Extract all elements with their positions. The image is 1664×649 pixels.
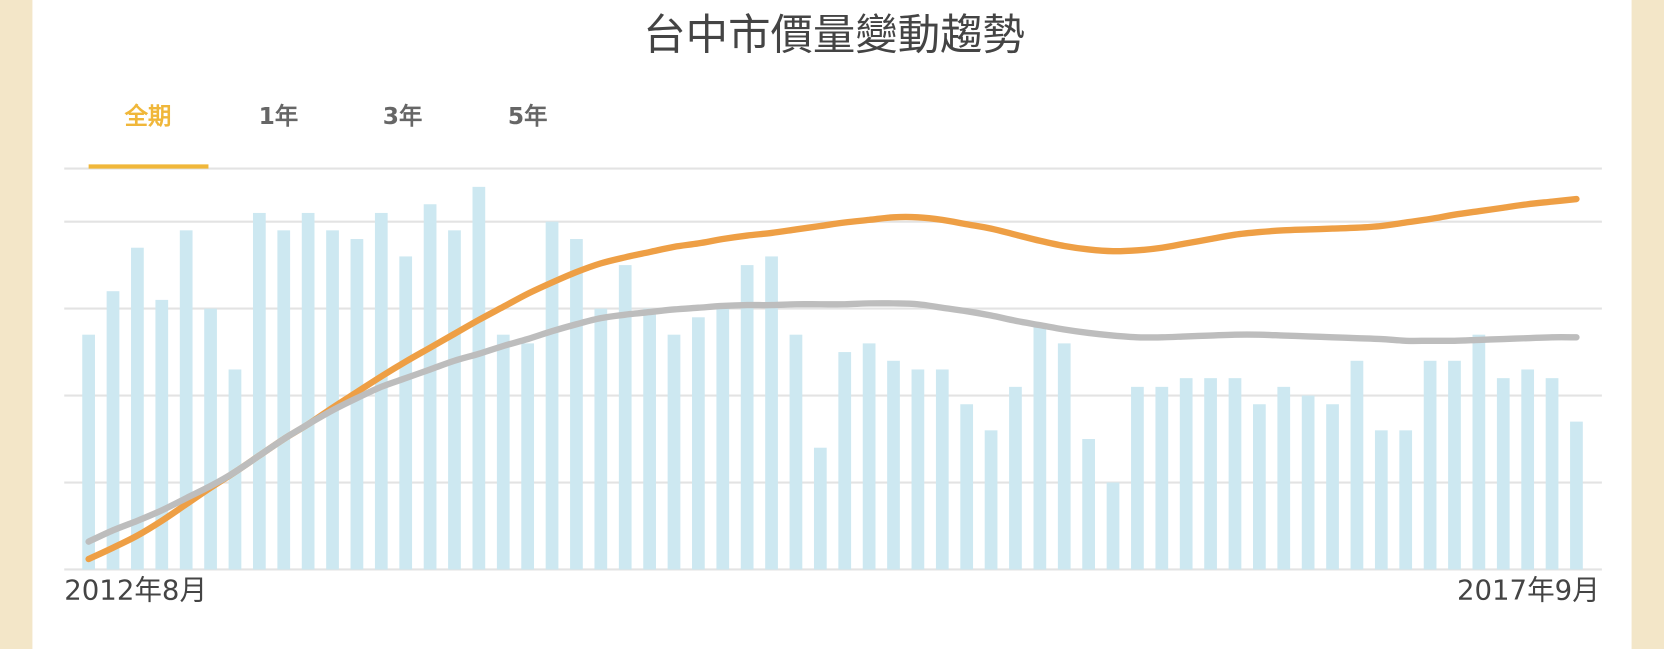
- bar: [350, 239, 364, 570]
- bar: [1277, 386, 1291, 570]
- bar: [935, 369, 949, 570]
- bar: [374, 212, 388, 570]
- bar: [765, 256, 778, 570]
- bar: [1350, 360, 1364, 570]
- bar: [252, 212, 266, 570]
- bar: [716, 308, 730, 570]
- bar: [1496, 378, 1510, 570]
- bar: [1521, 369, 1535, 570]
- bar: [1326, 404, 1339, 570]
- bar: [618, 265, 632, 570]
- bar: [813, 447, 827, 570]
- line: [85, 300, 1580, 545]
- bar: [1228, 378, 1242, 570]
- bar: [1057, 343, 1071, 570]
- tab-bar: 全期 1年 3年 5年: [64, 102, 1602, 170]
- bar: [82, 334, 95, 570]
- bar: [155, 299, 169, 570]
- bar: [594, 308, 608, 570]
- bar: [204, 308, 217, 570]
- bar: [887, 360, 900, 570]
- bar: [1423, 360, 1437, 570]
- bar: [740, 265, 754, 570]
- bar: [692, 317, 705, 570]
- tab[interactable]: 5年: [508, 102, 548, 130]
- tab[interactable]: 1年: [259, 102, 299, 130]
- tab[interactable]: 全期: [124, 102, 172, 130]
- chart-title: 台中市價量變動趨勢: [643, 12, 1025, 61]
- bar: [1448, 360, 1461, 570]
- bar: [911, 369, 925, 570]
- bar: [545, 221, 559, 570]
- bar: [521, 343, 535, 570]
- x-tick-label: 2012年8月: [64, 574, 207, 607]
- tab-indicator: [88, 164, 209, 169]
- bar: [1204, 378, 1217, 570]
- bar: [179, 230, 193, 570]
- bar: [838, 352, 852, 570]
- bar: [423, 204, 437, 570]
- bar: [106, 291, 120, 570]
- bar: [301, 212, 315, 570]
- tab[interactable]: 3年: [383, 102, 423, 130]
- bar: [570, 239, 583, 570]
- bar: [862, 343, 876, 570]
- bar: [1374, 430, 1388, 570]
- bar: [1545, 378, 1559, 570]
- bar: [1472, 334, 1486, 570]
- bar: [1253, 404, 1266, 570]
- bar: [472, 186, 486, 570]
- bar: [131, 247, 144, 570]
- bar: [1033, 325, 1047, 570]
- bar: [1399, 430, 1413, 570]
- bar: [1155, 386, 1169, 570]
- bar: [789, 334, 803, 570]
- bar: [448, 230, 461, 570]
- bar: [496, 334, 510, 570]
- bar: [1131, 386, 1144, 570]
- bar: [1570, 421, 1583, 570]
- bar: [1179, 378, 1193, 570]
- bar: [643, 308, 656, 570]
- bar: [667, 334, 681, 570]
- bar: [326, 230, 339, 570]
- bar: [984, 430, 998, 570]
- bar: [277, 230, 291, 570]
- card: [32, 0, 1632, 649]
- bar: [1301, 395, 1315, 570]
- bar: [960, 404, 974, 570]
- x-tick-label: 2017年9月: [1457, 574, 1600, 607]
- bar: [1009, 386, 1022, 570]
- bar: [1082, 439, 1095, 570]
- bar: [1106, 482, 1120, 570]
- bar: [399, 256, 413, 570]
